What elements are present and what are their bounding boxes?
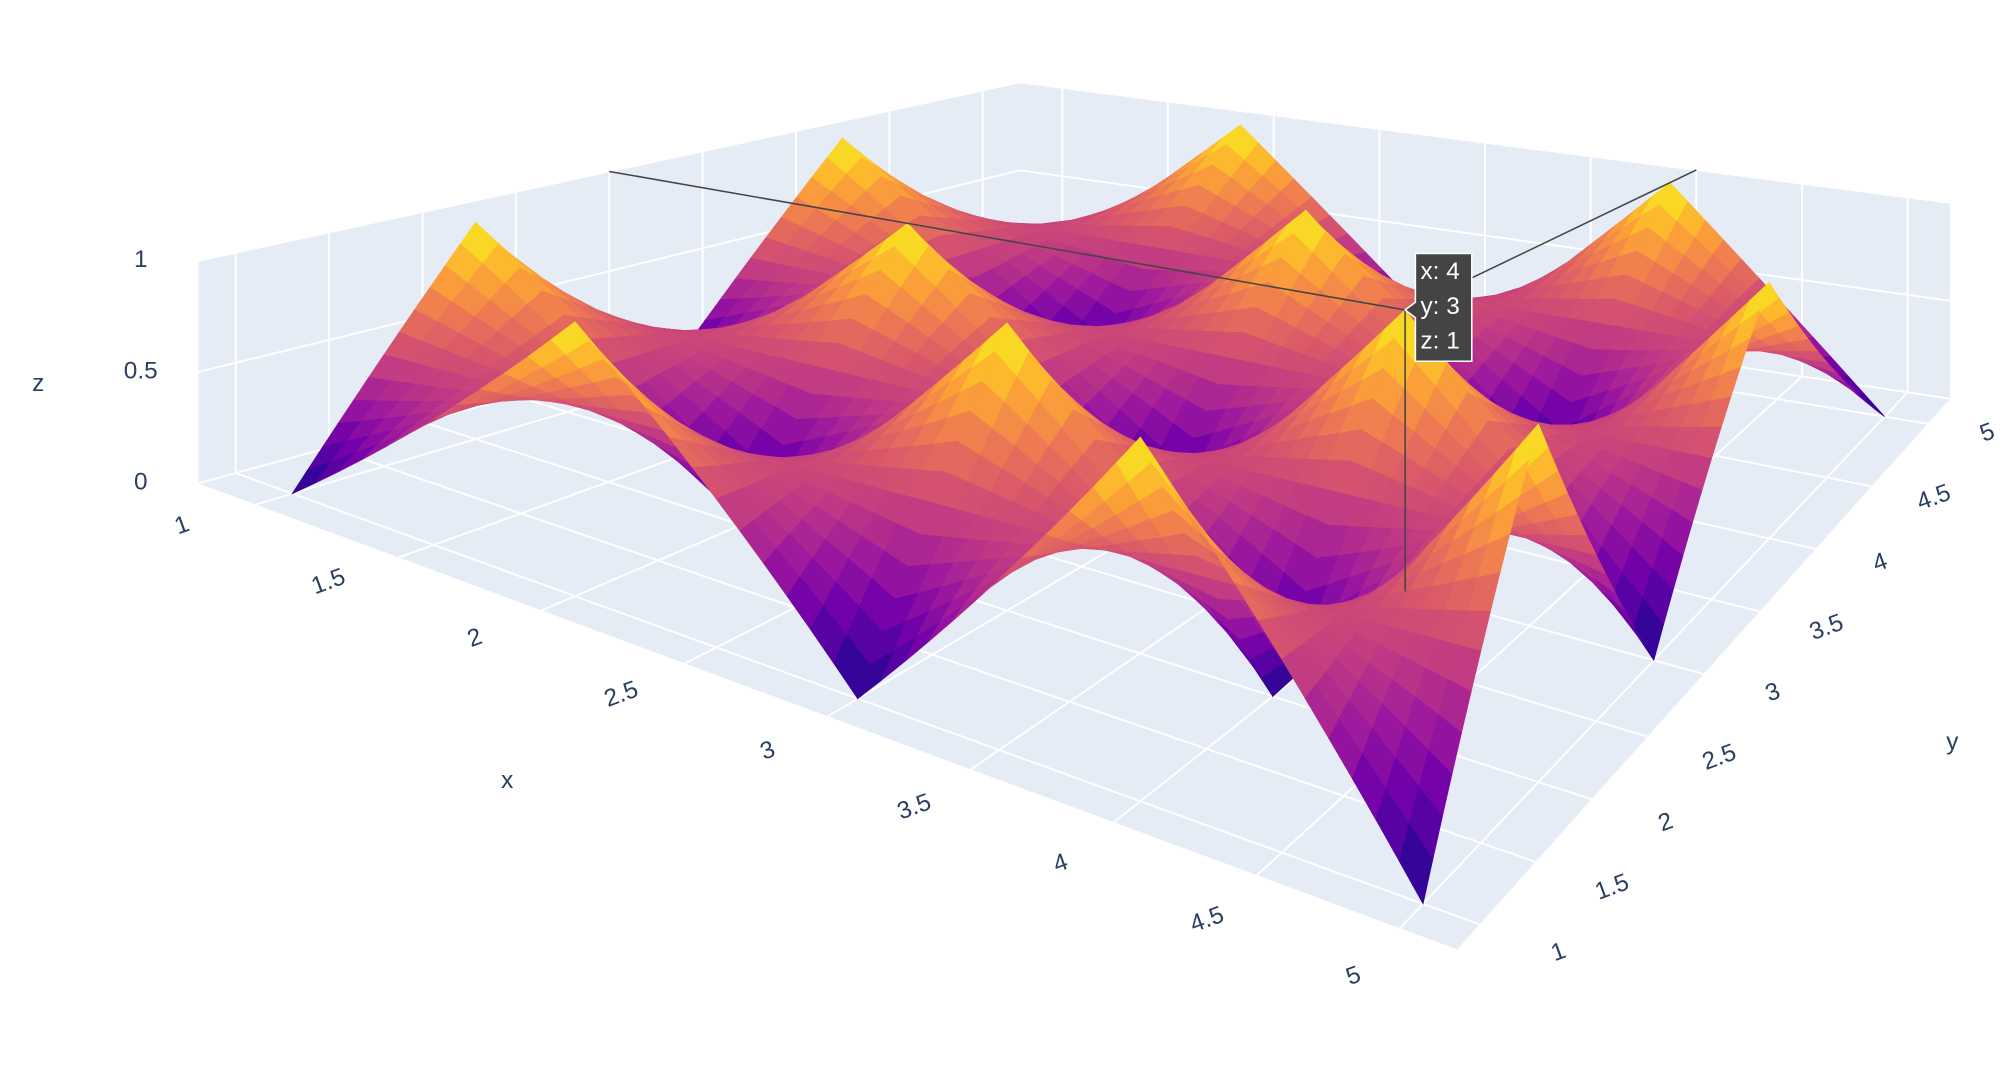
x-tick-label: 3.5 (894, 788, 935, 825)
x-tick-label: 3 (757, 736, 779, 766)
x-tick-label: 1 (171, 510, 193, 540)
z-tick-label: 0.5 (124, 357, 158, 384)
tooltip-box (1403, 252, 1473, 362)
y-tick-label: 5 (1976, 418, 1998, 448)
spike-line (609, 170, 1406, 311)
x-tick-label: 1.5 (308, 563, 349, 600)
x-tick-label: 4.5 (1187, 901, 1228, 938)
surface-patch (1399, 823, 1434, 905)
y-axis-title: y (1946, 728, 1959, 755)
x-tick-label: 4 (1050, 848, 1072, 878)
grid-line (328, 446, 1536, 863)
z-tick-label: 0 (134, 469, 148, 496)
tooltip-text: x: 4 (1421, 258, 1460, 285)
z-axis-title: z (32, 370, 44, 397)
grid-line (1019, 81, 1951, 204)
y-tick-label: 4 (1869, 547, 1891, 577)
x-tick-label: 2.5 (601, 676, 642, 713)
tooltip-text: z: 1 (1421, 327, 1460, 354)
x-tick-label: 5 (1343, 961, 1365, 991)
y-tick-label: 2.5 (1699, 739, 1740, 776)
y-tick-label: 2 (1655, 807, 1677, 837)
y-tick-label: 4.5 (1913, 479, 1954, 516)
y-tick-label: 1 (1547, 937, 1569, 967)
z-tick-label: 1 (134, 246, 148, 273)
y-tick-label: 1.5 (1592, 869, 1633, 906)
x-axis-title: x (501, 767, 513, 794)
y-tick-label: 3 (1762, 677, 1784, 707)
x-tick-label: 2 (464, 623, 486, 653)
surface (291, 124, 1885, 905)
y-tick-label: 3.5 (1806, 609, 1847, 646)
tooltip-text: y: 3 (1421, 293, 1460, 320)
